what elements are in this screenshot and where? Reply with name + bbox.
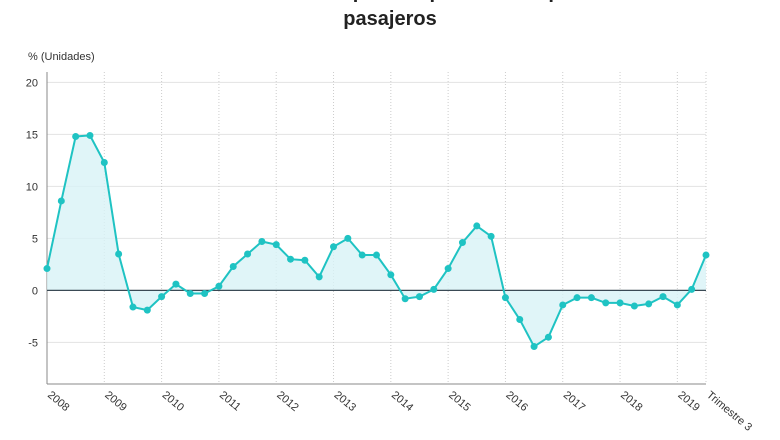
point <box>487 232 495 240</box>
x-tick-label: 2018 <box>618 389 644 414</box>
point <box>401 295 409 303</box>
point <box>501 294 509 302</box>
point <box>115 250 123 258</box>
point <box>229 262 237 270</box>
x-tick-label: 2011 <box>217 389 243 413</box>
point <box>616 299 624 307</box>
x-tick-label: 2019 <box>675 389 701 414</box>
point <box>415 293 423 301</box>
y-tick-label: 15 <box>26 129 38 141</box>
point <box>702 251 710 259</box>
point <box>630 302 638 310</box>
point <box>172 280 180 288</box>
area <box>47 135 706 347</box>
x-tick-label: 2013 <box>332 389 358 414</box>
point <box>158 293 166 301</box>
point <box>516 316 524 324</box>
x-tick-label: 2015 <box>446 389 472 414</box>
point <box>602 299 610 307</box>
point <box>573 294 581 302</box>
point <box>387 271 395 279</box>
point <box>673 301 681 309</box>
point <box>659 293 667 301</box>
point <box>72 132 80 140</box>
point <box>587 294 595 302</box>
point <box>287 255 295 263</box>
point <box>186 290 194 298</box>
y-tick-label: 0 <box>32 285 38 297</box>
point <box>645 300 653 308</box>
x-tick-label: 2009 <box>102 389 128 414</box>
point <box>344 234 352 242</box>
line <box>46 134 707 348</box>
point <box>258 238 266 246</box>
title-line: pasajeros <box>343 8 436 30</box>
point <box>330 243 338 251</box>
y-tick-label: -5 <box>28 337 38 349</box>
x-tick-label: 2010 <box>160 389 186 414</box>
point <box>143 306 151 314</box>
point <box>430 285 438 293</box>
point <box>43 265 51 273</box>
point <box>201 290 209 298</box>
point <box>129 303 137 311</box>
point <box>358 251 366 259</box>
point <box>215 282 223 290</box>
point <box>688 285 696 293</box>
point <box>57 197 65 205</box>
y-tick-label: 10 <box>26 181 38 193</box>
x-tick-label: 2012 <box>274 389 300 414</box>
point <box>458 239 466 247</box>
point <box>444 265 452 273</box>
point <box>473 222 481 230</box>
x-tick-label: 2008 <box>45 389 71 414</box>
point <box>373 251 380 259</box>
point <box>272 241 280 249</box>
x-tick-label: 2017 <box>561 389 587 414</box>
point <box>530 343 538 351</box>
x-tick-label: 2016 <box>504 389 530 414</box>
y-tick-label: 20 <box>26 77 38 89</box>
x-tick-label: Trimestre 3 <box>704 389 754 434</box>
point <box>544 333 552 341</box>
point <box>315 273 323 281</box>
point <box>559 301 567 309</box>
point <box>100 158 108 166</box>
title-line: Variación interanual de los precios para… <box>94 0 686 3</box>
point <box>86 131 94 139</box>
y-axis-label: % (Unidades) <box>28 51 95 63</box>
point <box>244 250 252 258</box>
chart-title: Variación interanual de los precios para… <box>94 0 686 30</box>
y-tick-label: 5 <box>32 233 38 245</box>
x-tick-label: 2014 <box>389 389 415 414</box>
point <box>301 256 309 264</box>
